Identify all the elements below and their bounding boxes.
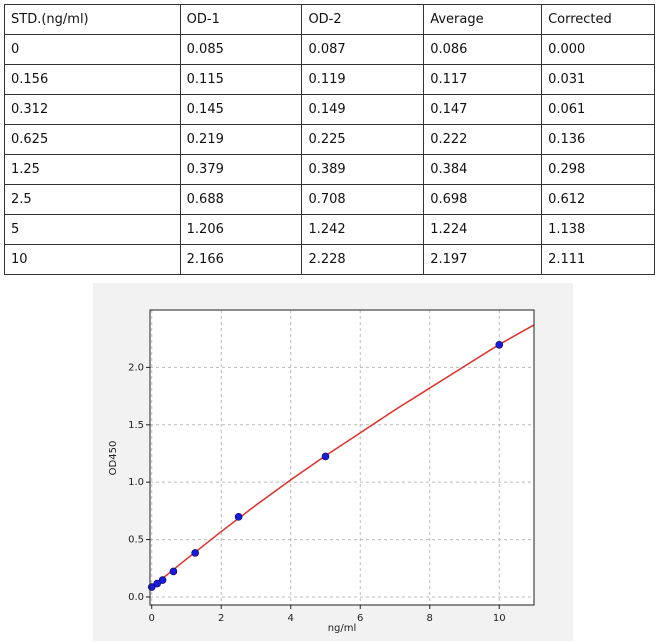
x-axis-label: ng/ml bbox=[328, 623, 357, 634]
table-cell: 5 bbox=[4, 214, 181, 245]
table-cell: 0.625 bbox=[4, 124, 181, 155]
table-cell: 0.389 bbox=[301, 154, 425, 185]
table-row: 1.25 0.379 0.389 0.384 0.298 bbox=[4, 154, 655, 185]
table-cell: 2.166 bbox=[179, 244, 303, 275]
table-cell: Corrected bbox=[541, 4, 655, 35]
table-cell: 0.612 bbox=[541, 184, 655, 215]
table-cell: 2.197 bbox=[423, 244, 543, 275]
table-cell: 0.379 bbox=[179, 154, 303, 185]
data-point bbox=[158, 576, 167, 584]
chart: ng/ml OD450 0 2 4 6 8 10 0.0 0.5 1.0 1.5 2.0 bbox=[93, 283, 573, 641]
table-cell: 0.384 bbox=[423, 154, 543, 185]
y-tick-label: 2.0 bbox=[128, 362, 144, 373]
plot-frame bbox=[149, 309, 535, 606]
table-cell: 1.138 bbox=[541, 214, 655, 245]
x-tick-label: 4 bbox=[288, 613, 294, 624]
table-cell: 0.145 bbox=[179, 94, 303, 125]
table-cell: 1.206 bbox=[179, 214, 303, 245]
table-row: 0.312 0.145 0.149 0.147 0.061 bbox=[4, 94, 655, 125]
table-cell: 0.031 bbox=[541, 64, 655, 95]
table-cell: 1.242 bbox=[301, 214, 425, 245]
table-cell: OD-1 bbox=[179, 4, 303, 35]
table-cell: 0.147 bbox=[423, 94, 543, 125]
fit-curve bbox=[151, 324, 535, 588]
header-row: STD.(ng/ml) OD-1 OD-2 Average Corrected bbox=[4, 4, 655, 35]
table-cell: 2.228 bbox=[301, 244, 425, 275]
x-tick-label: 6 bbox=[357, 613, 363, 624]
data-point bbox=[153, 579, 161, 588]
data-point bbox=[169, 567, 178, 576]
table-cell: 0.117 bbox=[423, 64, 543, 95]
table-cell: 0.115 bbox=[179, 64, 303, 95]
table-cell: 0.000 bbox=[541, 34, 655, 65]
data-point bbox=[321, 452, 330, 461]
table-row: 0.625 0.219 0.225 0.222 0.136 bbox=[4, 124, 655, 155]
table-cell: 0.136 bbox=[541, 124, 655, 155]
table-cell: 0.708 bbox=[301, 184, 425, 215]
data-point bbox=[495, 340, 504, 349]
table-cell: 0.085 bbox=[179, 34, 303, 65]
y-axis-label: OD450 bbox=[108, 441, 119, 476]
data-table: STD.(ng/ml) OD-1 OD-2 Average Corrected 0 0.08… bbox=[4, 4, 655, 275]
table-cell: 0.225 bbox=[301, 124, 425, 155]
data-point bbox=[191, 549, 199, 557]
table-row: 10 2.166 2.228 2.197 2.111 bbox=[4, 244, 655, 275]
table-cell: 0.087 bbox=[301, 34, 425, 65]
table-cell: 2.5 bbox=[4, 184, 181, 215]
table-cell: 0.149 bbox=[301, 94, 425, 125]
table-cell: 0.086 bbox=[423, 34, 543, 65]
table-cell: 0.119 bbox=[301, 64, 425, 95]
table-cell: 10 bbox=[4, 244, 181, 275]
table-cell: 2.111 bbox=[541, 244, 655, 275]
table-cell: 0.219 bbox=[179, 124, 303, 155]
x-tick-label: 0 bbox=[149, 613, 155, 624]
table-cell: OD-2 bbox=[301, 4, 425, 35]
table-cell: 0.156 bbox=[4, 64, 181, 95]
x-tick-label: 2 bbox=[218, 613, 224, 624]
table-row: 2.5 0.688 0.708 0.698 0.612 bbox=[4, 184, 655, 215]
plot-area bbox=[150, 310, 534, 605]
x-tick-label: 8 bbox=[427, 613, 433, 624]
table-cell: 0.698 bbox=[423, 184, 543, 215]
table-cell: 1.224 bbox=[423, 214, 543, 245]
y-tick-label: 1.5 bbox=[128, 420, 144, 431]
table-cell: 1.25 bbox=[4, 154, 181, 185]
table-cell: Average bbox=[423, 4, 543, 35]
table-cell: 0.222 bbox=[423, 124, 543, 155]
y-tick-label: 0.5 bbox=[128, 535, 144, 546]
table-cell: 0.688 bbox=[179, 184, 303, 215]
table-cell: 0.312 bbox=[4, 94, 181, 125]
table-cell: 0.061 bbox=[541, 94, 655, 125]
table-cell: 0.298 bbox=[541, 154, 655, 185]
data-point bbox=[234, 513, 243, 521]
table-cell: 0 bbox=[4, 34, 181, 65]
table-row: 5 1.206 1.242 1.224 1.138 bbox=[4, 214, 655, 245]
y-tick-label: 1.0 bbox=[128, 477, 144, 488]
x-tick-label: 10 bbox=[493, 613, 506, 624]
table-row: 0 0.085 0.087 0.086 0.000 bbox=[4, 34, 655, 65]
table-cell: STD.(ng/ml) bbox=[4, 4, 181, 35]
y-tick-label: 0.0 bbox=[128, 592, 144, 603]
table-row: 0.156 0.115 0.119 0.117 0.031 bbox=[4, 64, 655, 95]
